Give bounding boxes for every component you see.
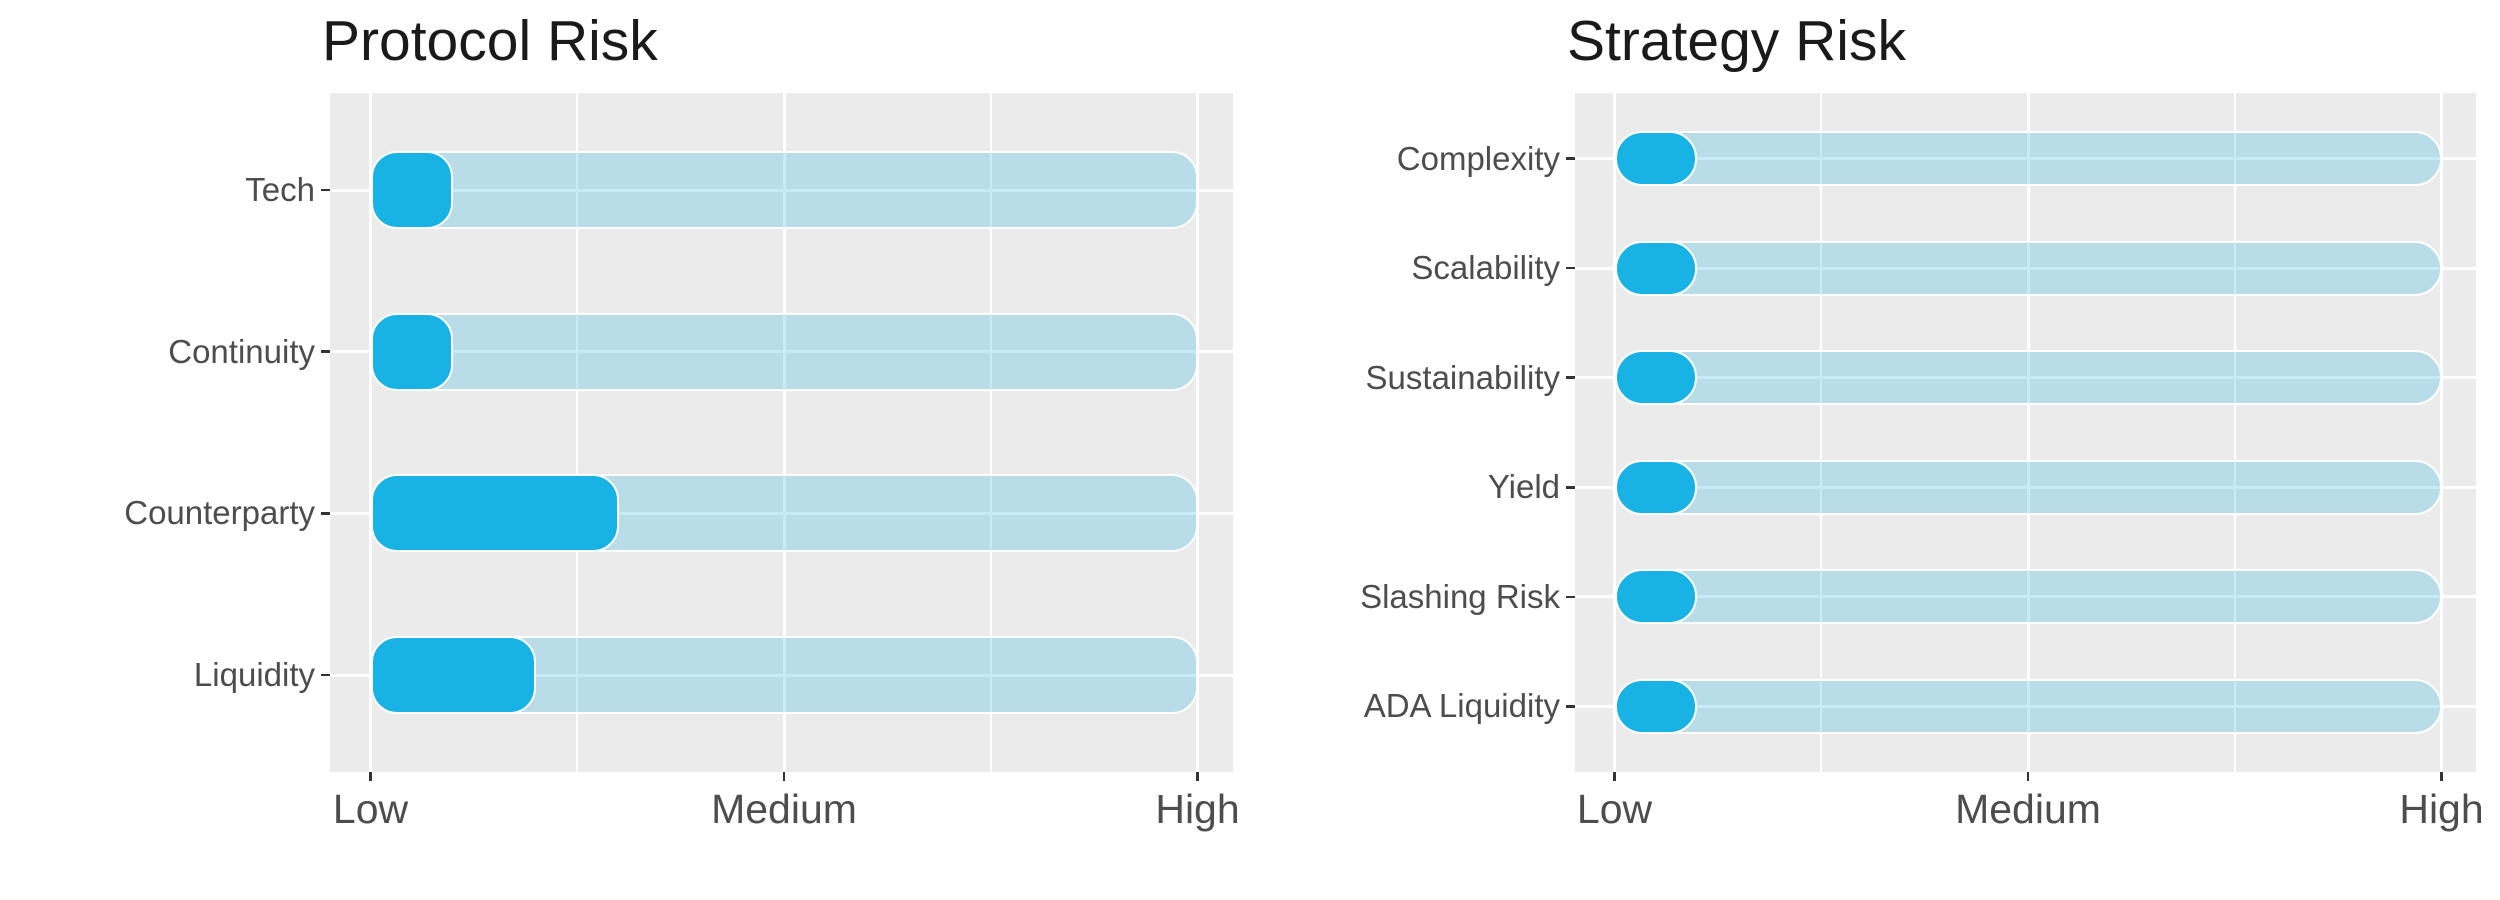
gridline-major-horizontal [330, 350, 1233, 354]
gridline-major-vertical [782, 93, 786, 772]
risk-bar [1614, 240, 1698, 296]
gridline-minor-vertical [989, 93, 992, 772]
risk-track [370, 312, 1198, 391]
risk-bar [370, 151, 454, 229]
gridline-major-horizontal [1575, 157, 2476, 161]
risk-track [1614, 131, 2442, 187]
x-axis-label: Low [1576, 786, 1653, 832]
y-axis-label: ADA Liquidity [1363, 687, 1560, 725]
x-axis-label: High [1155, 786, 1240, 832]
y-axis-label: Counterparty [124, 494, 315, 532]
gridline-major-horizontal [1575, 376, 2476, 380]
gridline-major-horizontal [1575, 485, 2476, 489]
gridline-major-horizontal [1575, 595, 2476, 599]
y-axis-label: Scalability [1411, 249, 1560, 287]
chart-title: Strategy Risk [1567, 9, 1906, 73]
risk-bar [370, 312, 454, 391]
y-axis-label: Tech [245, 171, 315, 208]
y-axis-label: Continuity [168, 332, 315, 370]
y-axis-tick [321, 673, 330, 677]
y-axis-tick [321, 512, 330, 515]
risk-track [1614, 459, 2442, 515]
x-axis-tick [369, 772, 372, 781]
chart-title: Protocol Risk [322, 9, 658, 73]
risk-bar [1614, 131, 1698, 187]
gridline-major-vertical [369, 93, 372, 772]
gridline-major-vertical [1613, 93, 1616, 772]
y-axis-tick [321, 350, 330, 353]
x-axis-label: High [2399, 786, 2484, 832]
gridline-major-horizontal [1575, 266, 2476, 270]
x-axis-tick [2026, 772, 2030, 781]
y-axis-label: Liquidity [193, 656, 315, 693]
risk-bar [1614, 350, 1698, 406]
gridline-major-vertical [2440, 93, 2443, 772]
x-axis-label: Medium [711, 786, 857, 832]
risk-track [1614, 350, 2442, 406]
y-axis-tick [1566, 157, 1575, 160]
y-axis-tick [1566, 266, 1575, 270]
risk-bar [1614, 678, 1698, 734]
gridline-major-vertical [1196, 93, 1199, 772]
risk-bar [370, 474, 619, 553]
x-axis-label: Medium [1955, 786, 2101, 832]
gridline-major-vertical [2026, 93, 2030, 772]
y-axis-tick [1566, 705, 1575, 708]
x-axis-tick [1613, 772, 1616, 781]
gridline-minor-vertical [576, 93, 579, 772]
x-axis-label: Low [332, 786, 409, 832]
y-axis-tick [1566, 595, 1575, 599]
gridline-major-horizontal [1575, 704, 2476, 708]
x-axis-tick [782, 772, 786, 781]
x-axis-tick [2440, 772, 2443, 781]
gridline-major-horizontal [330, 673, 1233, 677]
gridline-minor-vertical [2233, 93, 2236, 772]
risk-bar [1614, 569, 1698, 625]
risk-track [1614, 678, 2442, 734]
risk-bar [370, 636, 536, 714]
risk-track [370, 151, 1198, 229]
gridline-major-horizontal [330, 511, 1233, 515]
y-axis-label: Sustainability [1365, 358, 1560, 396]
y-axis-label: Slashing Risk [1360, 577, 1560, 615]
y-axis-label: Complexity [1396, 139, 1560, 177]
risk-track [1614, 240, 2442, 296]
y-axis-tick [1566, 486, 1575, 489]
gridline-major-horizontal [330, 188, 1233, 192]
risk-bar [1614, 459, 1698, 515]
plot-panel [1575, 93, 2476, 772]
y-axis-tick [1566, 376, 1575, 379]
x-axis-tick [1196, 772, 1199, 781]
gridline-minor-vertical [1820, 93, 1823, 772]
y-axis-label: Yield [1487, 468, 1560, 506]
risk-track [1614, 569, 2442, 625]
y-axis-tick [321, 188, 330, 192]
